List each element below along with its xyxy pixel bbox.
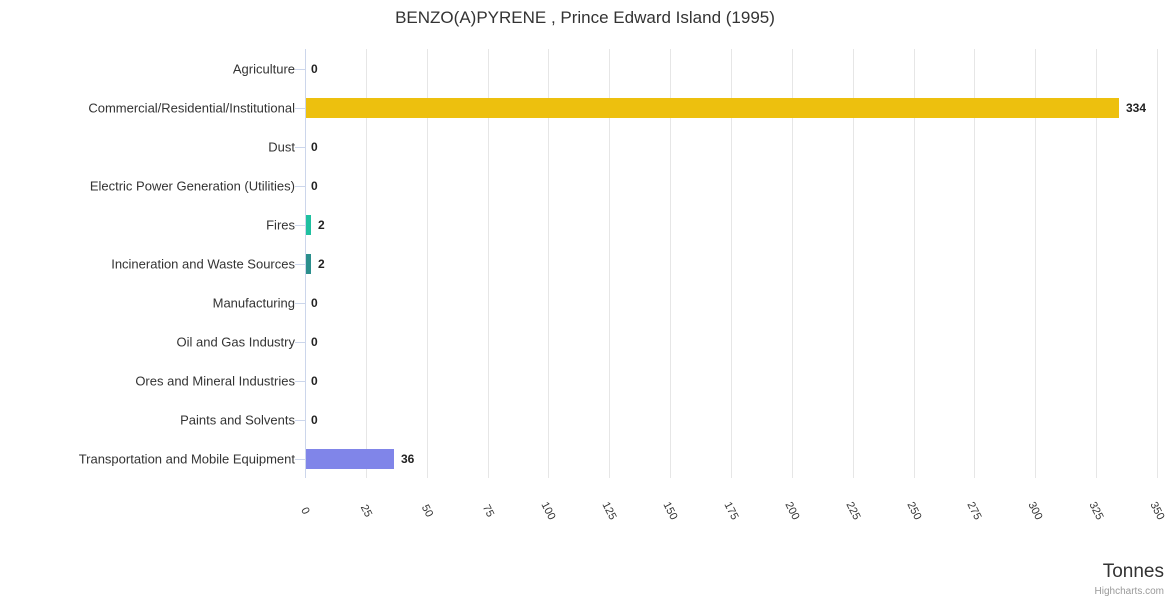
bar-value-label: 0 — [311, 296, 318, 310]
category-tick — [295, 225, 305, 226]
bar-value-label: 0 — [311, 413, 318, 427]
x-tick-label: 200 — [782, 500, 802, 522]
category-label: Ores and Mineral Industries — [135, 373, 295, 389]
gridline — [731, 49, 732, 478]
gridline — [792, 49, 793, 478]
category-tick — [295, 69, 305, 70]
gridline — [427, 49, 428, 478]
bar-value-label: 2 — [318, 257, 325, 271]
gridline — [670, 49, 671, 478]
x-tick-label: 325 — [1086, 500, 1106, 522]
category-tick — [295, 147, 305, 148]
x-tick-label: 225 — [843, 500, 863, 522]
category-tick — [295, 108, 305, 109]
gridline — [488, 49, 489, 478]
x-tick-label: 100 — [538, 500, 558, 522]
x-tick-label: 300 — [1025, 500, 1045, 522]
bar-commercial-residential-institutional[interactable] — [306, 98, 1119, 118]
gridline — [974, 49, 975, 478]
x-tick-label: 125 — [599, 500, 619, 522]
category-label: Paints and Solvents — [180, 412, 295, 428]
bar-value-label: 0 — [311, 140, 318, 154]
gridline — [1157, 49, 1158, 478]
category-label: Transportation and Mobile Equipment — [78, 451, 295, 467]
x-tick-label: 175 — [721, 500, 741, 522]
category-label: Fires — [266, 217, 295, 233]
x-tick-label: 350 — [1147, 500, 1167, 522]
plot-area — [305, 49, 1158, 478]
gridline — [853, 49, 854, 478]
category-label: Dust — [268, 139, 295, 155]
x-axis-line — [305, 49, 306, 478]
category-tick — [295, 420, 305, 421]
gridline — [1035, 49, 1036, 478]
category-label: Manufacturing — [212, 295, 295, 311]
x-tick-label: 50 — [418, 502, 436, 520]
bar-value-label: 0 — [311, 374, 318, 388]
category-tick — [295, 459, 305, 460]
x-tick-label: 0 — [298, 505, 312, 517]
bar-value-label: 2 — [318, 218, 325, 232]
gridline — [548, 49, 549, 478]
gridline — [1096, 49, 1097, 478]
bar-value-label: 36 — [401, 452, 415, 466]
category-tick — [295, 303, 305, 304]
x-tick-label: 75 — [479, 502, 497, 520]
x-axis-title: Tonnes — [1102, 561, 1164, 582]
category-tick — [295, 342, 305, 343]
bar-incineration-and-waste-sources[interactable] — [306, 254, 311, 274]
category-label: Oil and Gas Industry — [176, 334, 296, 350]
x-tick-label: 150 — [660, 500, 680, 522]
bar-value-label: 0 — [311, 179, 318, 193]
bar-fires[interactable] — [306, 215, 311, 235]
gridline — [366, 49, 367, 478]
x-tick-label: 25 — [357, 502, 375, 520]
bar-transportation-and-mobile-equipment[interactable] — [306, 449, 394, 469]
category-label: Incineration and Waste Sources — [111, 256, 295, 272]
bar-value-label: 0 — [311, 62, 318, 76]
category-label: Electric Power Generation (Utilities) — [89, 178, 295, 194]
x-tick-label: 250 — [904, 500, 924, 522]
category-tick — [295, 381, 305, 382]
category-label: Agriculture — [232, 61, 295, 77]
chart-title: BENZO(A)PYRENE , Prince Edward Island (1… — [395, 8, 775, 27]
x-tick-label: 275 — [964, 500, 984, 522]
gridline — [609, 49, 610, 478]
gridline — [914, 49, 915, 478]
category-tick — [295, 186, 305, 187]
highcharts-credit-link[interactable]: Highcharts.com — [1094, 586, 1164, 597]
category-label: Commercial/Residential/Institutional — [88, 100, 295, 116]
bar-value-label: 334 — [1126, 101, 1147, 115]
category-tick — [295, 264, 305, 265]
bar-value-label: 0 — [311, 335, 318, 349]
